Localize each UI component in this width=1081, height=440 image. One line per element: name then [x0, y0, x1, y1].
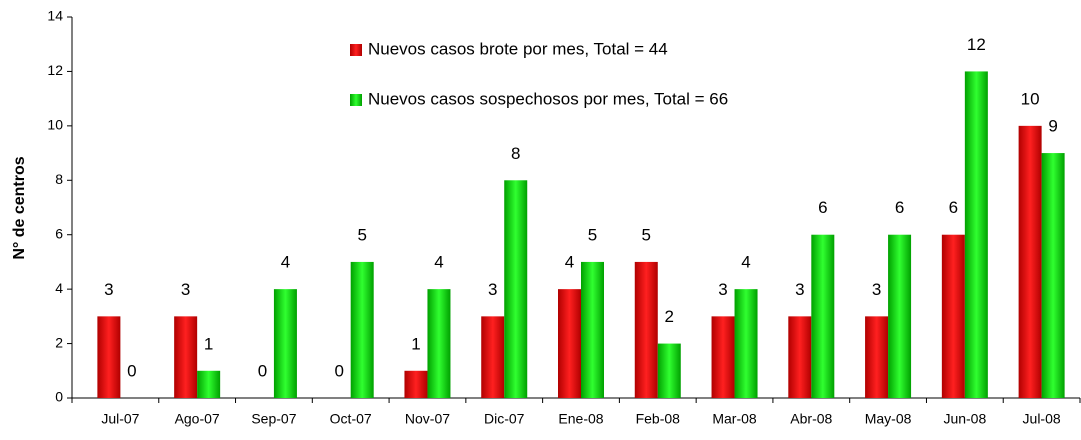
- data-label: 5: [357, 225, 366, 244]
- y-tick-label: 12: [47, 62, 63, 78]
- bar: [404, 370, 428, 398]
- y-tick-label: 14: [47, 8, 63, 24]
- y-tick-label: 2: [55, 334, 63, 350]
- bar: [734, 289, 758, 398]
- bar: [657, 343, 681, 398]
- bar: [634, 261, 658, 398]
- y-tick-label: 10: [47, 117, 63, 133]
- bar: [504, 180, 528, 398]
- bar: [1018, 125, 1042, 398]
- data-label: 4: [281, 253, 290, 272]
- bar: [427, 289, 451, 398]
- data-label: 4: [741, 253, 750, 272]
- bar: [350, 261, 374, 398]
- data-label: 3: [872, 280, 881, 299]
- data-label: 5: [642, 225, 651, 244]
- bar: [811, 234, 835, 398]
- legend-swatch: [350, 94, 362, 106]
- legend-swatch: [350, 44, 362, 56]
- data-label: 6: [949, 198, 958, 217]
- y-tick-label: 8: [55, 171, 63, 187]
- data-label: 0: [258, 361, 267, 380]
- y-tick-label: 6: [55, 225, 63, 241]
- data-label: 12: [967, 35, 986, 54]
- y-axis-label: N° de centros: [11, 156, 28, 259]
- data-label: 3: [795, 280, 804, 299]
- data-label: 8: [511, 144, 520, 163]
- x-tick-label: Ago-07: [175, 411, 220, 427]
- data-label: 5: [588, 225, 597, 244]
- bar: [97, 316, 121, 398]
- x-tick-label: Jun-08: [943, 411, 986, 427]
- x-tick-label: Nov-07: [405, 411, 450, 427]
- bar: [174, 316, 198, 398]
- data-label: 0: [334, 361, 343, 380]
- y-tick-label: 4: [55, 280, 63, 296]
- bar: [964, 71, 988, 398]
- data-label: 4: [434, 253, 443, 272]
- data-label: 1: [411, 334, 420, 353]
- data-label: 3: [181, 280, 190, 299]
- bar: [865, 316, 889, 398]
- data-label: 3: [488, 280, 497, 299]
- y-tick-label: 0: [55, 389, 63, 405]
- bar: [581, 261, 604, 398]
- x-tick-label: Dic-07: [484, 411, 525, 427]
- x-tick-label: Ene-08: [558, 411, 603, 427]
- bar: [941, 234, 965, 398]
- data-label: 0: [127, 361, 136, 380]
- data-label: 9: [1048, 117, 1057, 136]
- x-tick-label: Sep-07: [251, 411, 296, 427]
- data-label: 4: [565, 253, 574, 272]
- x-tick-label: Jul-08: [1023, 411, 1061, 427]
- x-tick-label: Mar-08: [712, 411, 757, 427]
- legend-label: Nuevos casos sospechosos por mes, Total …: [368, 89, 728, 108]
- x-tick-label: Oct-07: [330, 411, 372, 427]
- bar: [481, 316, 505, 398]
- bar: [888, 234, 912, 398]
- legend-label: Nuevos casos brote por mes, Total = 44: [368, 39, 668, 58]
- data-label: 1: [204, 334, 213, 353]
- data-label: 3: [718, 280, 727, 299]
- x-tick-label: Abr-08: [790, 411, 832, 427]
- data-label: 6: [895, 198, 904, 217]
- bar: [273, 289, 297, 398]
- x-tick-label: Feb-08: [636, 411, 681, 427]
- data-label: 6: [818, 198, 827, 217]
- x-tick-label: Jul-07: [101, 411, 139, 427]
- bar: [788, 316, 812, 398]
- bar: [1041, 153, 1065, 398]
- bar: [558, 289, 581, 398]
- bar: [711, 316, 735, 398]
- data-label: 10: [1021, 89, 1040, 108]
- data-label: 3: [104, 280, 113, 299]
- bar: [197, 370, 221, 398]
- data-label: 2: [665, 307, 674, 326]
- x-tick-label: May-08: [865, 411, 912, 427]
